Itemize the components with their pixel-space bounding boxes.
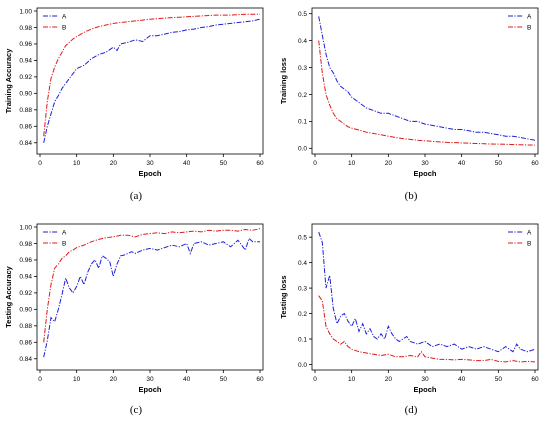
x-tick-label-a-3: 30	[146, 160, 154, 167]
x-tick-label-c-3: 30	[146, 376, 154, 383]
chart-d: 0 10 20 30 40 50 60 0.0 0.1 0.2 0.3 0.4 0.5 Epoch Test…	[279, 223, 539, 394]
x-tick-label-b-5: 50	[495, 160, 503, 167]
y-tick-label-a-7: 0.98	[19, 25, 32, 32]
legend-label-c-B: B	[62, 240, 66, 247]
x-tick-label-c-4: 40	[183, 376, 191, 383]
y-tick-label-d-0: 0.0	[298, 362, 307, 369]
y-tick-label-a-8: 1.00	[19, 8, 32, 15]
x-tick-label-a-5: 50	[220, 160, 228, 167]
y-tick-label-b-4: 0.4	[298, 38, 307, 45]
x-tick-label-d-5: 50	[495, 376, 503, 383]
legend-label-a-B: B	[62, 24, 66, 31]
y-tick-label-d-3: 0.3	[298, 285, 307, 292]
y-axis-label-d: Testing loss	[279, 275, 288, 318]
y-tick-label-c-1: 0.86	[19, 340, 32, 347]
y-tick-label-b-0: 0.0	[298, 146, 307, 153]
caption-c: (c)	[129, 404, 143, 416]
y-tick-label-c-7: 0.98	[19, 241, 32, 248]
series-line-b-B	[318, 40, 536, 146]
y-tick-label-d-1: 0.1	[298, 336, 307, 343]
x-axis-label-b: Epoch	[414, 169, 437, 178]
y-tick-label-c-2: 0.88	[19, 323, 32, 330]
x-tick-label-c-6: 60	[256, 376, 264, 383]
x-tick-label-a-4: 40	[183, 160, 191, 167]
y-tick-label-a-5: 0.94	[19, 58, 32, 65]
caption-d: (d)	[404, 404, 418, 416]
legend-label-d-A: A	[527, 229, 532, 236]
y-tick-label-a-0: 0.84	[19, 140, 32, 147]
y-tick-label-a-3: 0.90	[19, 91, 32, 98]
x-axis-label-c: Epoch	[139, 385, 162, 394]
x-tick-label-a-0: 0	[38, 160, 42, 167]
series-line-d-A	[318, 231, 536, 353]
caption-a: (a)	[129, 190, 143, 202]
x-tick-label-c-2: 20	[110, 376, 118, 383]
legend-label-d-B: B	[527, 240, 531, 247]
x-tick-label-d-6: 60	[531, 376, 539, 383]
x-tick-label-b-0: 0	[313, 160, 317, 167]
chart-b: 0 10 20 30 40 50 60 0.0 0.1 0.2 0.3 0.4 0.5 Epoch Trai…	[279, 7, 539, 178]
y-tick-label-a-2: 0.88	[19, 107, 32, 114]
x-tick-label-b-6: 60	[531, 160, 539, 167]
x-tick-label-c-0: 0	[38, 376, 42, 383]
y-tick-label-c-5: 0.94	[19, 274, 32, 281]
caption-b: (b)	[404, 190, 418, 202]
y-tick-label-d-5: 0.5	[298, 234, 307, 241]
series-line-b-A	[318, 16, 536, 141]
x-tick-label-b-1: 10	[348, 160, 356, 167]
chart-a: 0 10 20 30 40 50 60 0.84 0.86 0.88 0.90 0.92 0.94 0.9…	[4, 7, 264, 178]
y-tick-label-c-3: 0.90	[19, 307, 32, 314]
plot-frame-b	[311, 7, 539, 155]
y-tick-label-c-0: 0.84	[19, 356, 32, 363]
chart-c: 0 10 20 30 40 50 60 0.84 0.86 0.88 0.90 0.92 0.94 0.9…	[4, 223, 264, 394]
series-line-c-A	[43, 237, 260, 358]
y-tick-label-b-5: 0.5	[298, 11, 307, 18]
y-tick-label-c-8: 1.00	[19, 224, 32, 231]
x-tick-label-a-1: 10	[73, 160, 81, 167]
series-line-d-B	[318, 295, 536, 363]
legend-label-c-A: A	[62, 229, 67, 236]
x-axis-label-a: Epoch	[139, 169, 162, 178]
x-tick-label-b-4: 40	[458, 160, 466, 167]
x-tick-label-a-6: 60	[256, 160, 264, 167]
series-line-a-A	[43, 18, 261, 143]
legend-label-b-A: A	[527, 13, 532, 20]
y-tick-label-b-2: 0.2	[298, 92, 307, 99]
x-tick-label-d-0: 0	[313, 376, 317, 383]
x-tick-label-d-2: 20	[385, 376, 393, 383]
y-tick-label-d-4: 0.4	[298, 260, 307, 267]
x-tick-label-c-5: 50	[220, 376, 228, 383]
x-tick-label-d-4: 40	[458, 376, 466, 383]
y-axis-label-b: Training loss	[279, 58, 288, 104]
x-tick-label-b-2: 20	[385, 160, 393, 167]
x-axis-label-d: Epoch	[414, 385, 437, 394]
y-tick-label-a-6: 0.96	[19, 41, 32, 48]
legend-label-a-A: A	[62, 13, 67, 20]
y-tick-label-c-4: 0.92	[19, 290, 32, 297]
y-axis-label-a: Training Accuracy	[4, 48, 13, 114]
x-tick-label-a-2: 20	[110, 160, 118, 167]
y-tick-label-b-1: 0.1	[298, 119, 307, 126]
y-axis-label-c: Testing Accuracy	[4, 265, 13, 328]
x-tick-label-b-3: 30	[421, 160, 429, 167]
y-tick-label-b-3: 0.3	[298, 65, 307, 72]
y-tick-label-d-2: 0.2	[298, 311, 307, 318]
series-line-a-B	[43, 13, 260, 137]
x-tick-label-d-1: 10	[348, 376, 356, 383]
y-tick-label-a-1: 0.86	[19, 124, 32, 131]
x-tick-label-d-3: 30	[421, 376, 429, 383]
legend-label-b-B: B	[527, 24, 531, 31]
series-line-c-B	[43, 228, 261, 343]
y-tick-label-a-4: 0.92	[19, 74, 32, 81]
y-tick-label-c-6: 0.96	[19, 257, 32, 264]
plot-frame-a	[36, 7, 264, 155]
x-tick-label-c-1: 10	[73, 376, 81, 383]
